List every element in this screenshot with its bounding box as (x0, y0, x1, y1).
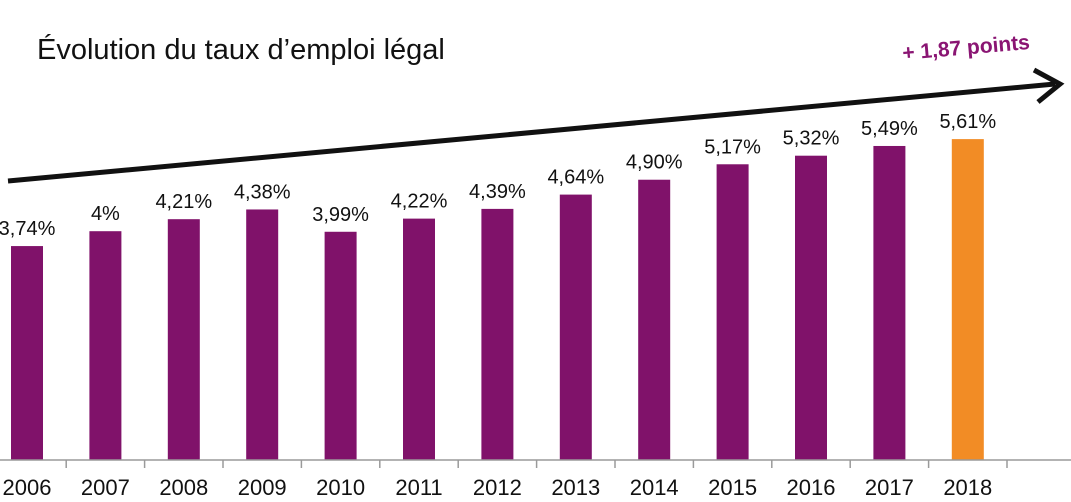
x-tick-label-2018: 2018 (943, 475, 992, 500)
bar-2006 (11, 246, 43, 460)
data-label-2013: 4,64% (547, 167, 604, 189)
x-tick-label-2012: 2012 (473, 475, 522, 500)
trend-arrow-head (1032, 67, 1065, 104)
bar-2013 (559, 194, 592, 461)
bar-2012 (481, 208, 514, 460)
trend-arrow (7, 67, 1065, 184)
trend-arrow-line (7, 81, 1056, 184)
trend-annotation: + 1,87 points (901, 31, 1030, 65)
data-label-2011: 4,22% (391, 191, 448, 213)
data-label-2018: 5,61% (939, 111, 996, 133)
data-labels-group: 3,74% 4% 4,21% 4,38% 3,99% 4,22% 4,39% 4,64% 4,9… (0, 111, 996, 240)
data-label-2012: 4,39% (469, 181, 526, 203)
bars-group (11, 139, 984, 461)
x-tick-label-2013: 2013 (551, 475, 600, 500)
data-label-2007: 4% (91, 203, 120, 225)
bar-2010 (324, 231, 357, 460)
data-label-2010: 3,99% (312, 204, 369, 226)
data-label-2014: 4,90% (626, 152, 683, 174)
bar-2018 (951, 139, 984, 460)
data-label-2016: 5,32% (783, 128, 840, 150)
data-label-2015: 5,17% (704, 136, 761, 158)
bar-2015 (716, 164, 749, 460)
x-tick-label-2011: 2011 (395, 475, 442, 500)
x-tick-label-2015: 2015 (708, 475, 757, 500)
bar-2007 (89, 231, 122, 460)
data-label-2017: 5,49% (861, 118, 918, 140)
x-tick-label-2006: 2006 (3, 475, 52, 500)
x-tick-label-2017: 2017 (865, 475, 914, 500)
x-tick-label-2008: 2008 (159, 475, 208, 500)
bar-2008 (167, 219, 200, 460)
data-label-2009: 4,38% (234, 181, 291, 203)
bar-2009 (246, 209, 279, 460)
bar-2017 (873, 145, 906, 461)
x-tick-label-2010: 2010 (316, 475, 365, 500)
bar-2014 (638, 179, 671, 460)
bar-2011 (403, 218, 435, 460)
chart-title: Évolution du taux d’emploi légal (37, 34, 445, 66)
x-tick-label-2016: 2016 (787, 475, 836, 500)
x-tick-label-2009: 2009 (238, 475, 287, 500)
data-label-2008: 4,21% (155, 191, 212, 213)
data-label-2006: 3,74% (0, 218, 56, 240)
x-tick-label-2007: 2007 (81, 475, 130, 500)
x-tick-label-2014: 2014 (630, 475, 679, 500)
bar-2016 (795, 155, 827, 461)
x-ticks-group: 2006 2007 2008 2009 2010 2011 2012 2013 2014 2015… (3, 460, 1008, 500)
